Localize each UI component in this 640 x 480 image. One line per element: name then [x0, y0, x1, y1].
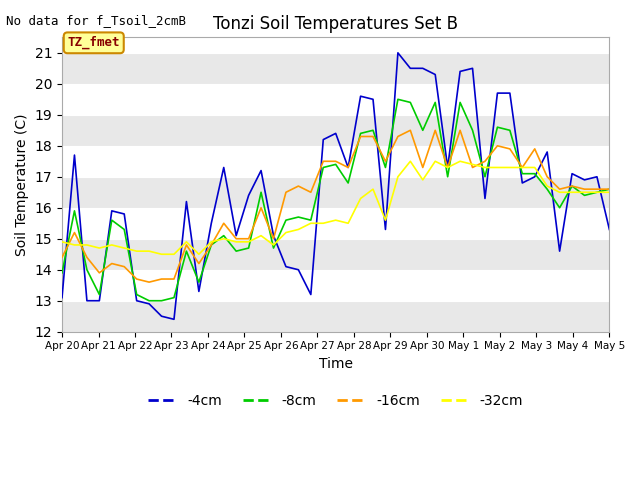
Bar — [62, 239, 609, 270]
Text: TZ_fmet: TZ_fmet — [67, 36, 120, 49]
Bar — [62, 301, 609, 332]
X-axis label: Time: Time — [319, 357, 353, 371]
Y-axis label: Soil Temperature (C): Soil Temperature (C) — [15, 113, 29, 256]
Bar — [62, 115, 609, 146]
Legend: -4cm, -8cm, -16cm, -32cm: -4cm, -8cm, -16cm, -32cm — [143, 389, 529, 414]
Title: Tonzi Soil Temperatures Set B: Tonzi Soil Temperatures Set B — [213, 15, 458, 33]
Bar — [62, 177, 609, 208]
Bar — [62, 53, 609, 84]
Text: No data for f_Tsoil_2cmB: No data for f_Tsoil_2cmB — [6, 14, 186, 27]
